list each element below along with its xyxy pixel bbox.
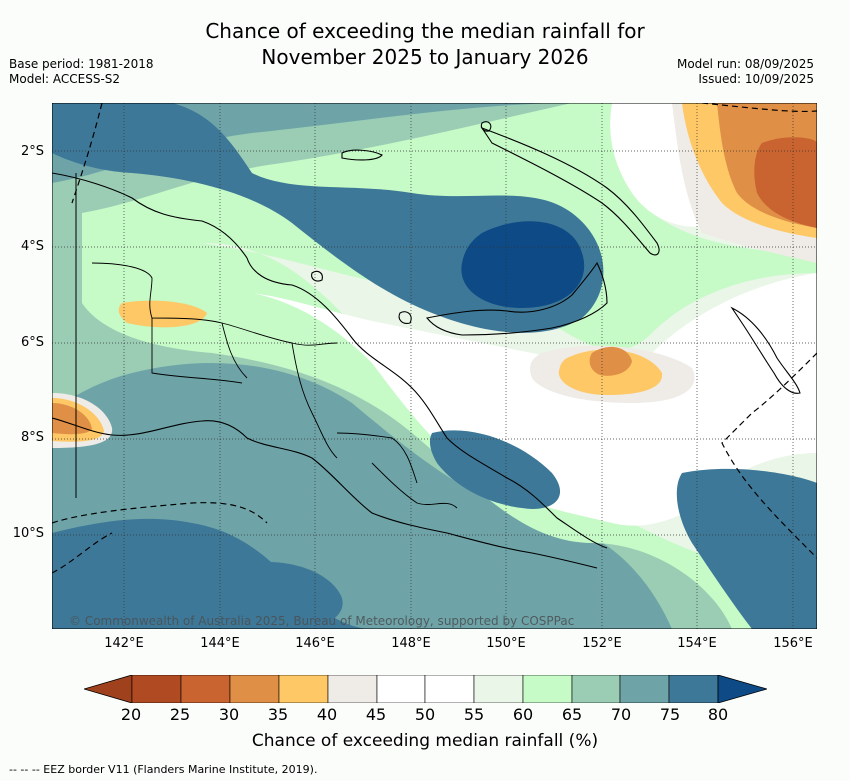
colorbar-60-65 — [522, 675, 573, 703]
band-75-80-south — [429, 430, 561, 509]
colorbar-tick-40: 40 — [316, 705, 338, 724]
colorbar-tick-55: 55 — [463, 705, 485, 724]
band-25-30 — [754, 137, 817, 228]
colorbar-65-70 — [571, 675, 621, 703]
band-75-80-southeast — [676, 468, 817, 629]
colorbar-45-50 — [376, 675, 426, 703]
colorbar-tick-70: 70 — [610, 705, 632, 724]
issued-text: Issued: 10/09/2025 — [698, 72, 814, 86]
colorbar — [84, 675, 767, 703]
colorbar-50-55 — [424, 675, 475, 703]
lat-label-6s: 6°S — [20, 335, 44, 350]
lat-label-4s: 4°S — [20, 239, 44, 254]
band-30-35-central — [589, 346, 632, 376]
colorbar-tick-60: 60 — [512, 705, 534, 724]
lat-label-2s: 2°S — [20, 144, 44, 159]
band-45-55 — [252, 273, 817, 526]
lon-label-146e: 146°E — [295, 636, 335, 651]
colorbar-30-35 — [229, 675, 280, 703]
colorbar-20-25 — [131, 675, 182, 703]
lon-label-142e: 142°E — [104, 636, 144, 651]
colorbar-label: Chance of exceeding median rainfall (%) — [251, 731, 599, 751]
lon-label-144e: 144°E — [200, 636, 240, 651]
colorbar-tick-45: 45 — [365, 705, 387, 724]
island-coast-3 — [480, 121, 492, 132]
manus-coast — [341, 149, 383, 161]
colorbar-40-45 — [327, 675, 378, 703]
provincial-borders — [91, 262, 458, 509]
colorbar-below-20 — [84, 675, 133, 703]
coastlines — [52, 121, 801, 569]
colorbar-tick-20: 20 — [120, 705, 142, 724]
base-period-text: Base period: 1981-2018 — [9, 57, 154, 71]
lon-label-152e: 152°E — [582, 636, 622, 651]
band-30-35-west — [52, 403, 92, 435]
band-35-40-strip — [118, 300, 207, 328]
model-run-text: Model run: 08/09/2025 — [676, 57, 814, 71]
colorbar-75-80 — [668, 675, 719, 703]
lat-label-8s: 8°S — [20, 430, 44, 445]
lon-label-148e: 148°E — [391, 636, 431, 651]
bougainville-coast — [730, 306, 801, 394]
island-coast-1 — [311, 270, 323, 282]
lon-label-154e: 154°E — [677, 636, 717, 651]
title-line-2: November 2025 to January 2026 — [261, 45, 589, 69]
eez-borders — [52, 103, 817, 574]
colorbar-tick-25: 25 — [169, 705, 191, 724]
lon-label-150e: 150°E — [486, 636, 526, 651]
colorbar-tick-50: 50 — [414, 705, 436, 724]
graticule — [52, 103, 817, 629]
new-britain-coast — [426, 261, 608, 336]
colorbar-tick-80: 80 — [707, 705, 729, 724]
meta-left: Base period: 1981-2018 Model: ACCESS-S2 — [9, 57, 154, 87]
band-75-80-sw-blob — [239, 562, 343, 629]
meta-right: Model run: 08/09/2025 Issued: 10/09/2025 — [677, 57, 814, 87]
colorbar-above-80 — [717, 675, 767, 703]
map-title: Chance of exceeding the median rainfall … — [0, 18, 850, 70]
colorbar-55-60 — [473, 675, 524, 703]
colorbar-35-40 — [278, 675, 329, 703]
island-coast-2 — [398, 311, 412, 324]
colorbar-25-30 — [180, 675, 231, 703]
title-line-1: Chance of exceeding the median rainfall … — [205, 19, 645, 43]
lat-label-10s: 10°S — [12, 526, 44, 541]
model-text: Model: ACCESS-S2 — [9, 72, 121, 86]
new-ireland-coast — [480, 126, 660, 256]
colorbar-tick-35: 35 — [267, 705, 289, 724]
new-guinea-coast-north — [52, 172, 608, 549]
new-guinea-coast-south — [52, 417, 598, 569]
colorbar-tick-30: 30 — [218, 705, 240, 724]
colorbar-tick-65: 65 — [561, 705, 583, 724]
lon-label-156e: 156°E — [773, 636, 813, 651]
rainfall-map — [52, 103, 817, 629]
colorbar-tick-75: 75 — [659, 705, 681, 724]
band-above-80 — [461, 221, 585, 308]
colorbar-70-75 — [619, 675, 670, 703]
eez-footnote: -- -- -- EEZ border V11 (Flanders Marine… — [9, 763, 318, 776]
copyright-text: © Commonwealth of Australia 2025, Bureau… — [69, 614, 575, 628]
